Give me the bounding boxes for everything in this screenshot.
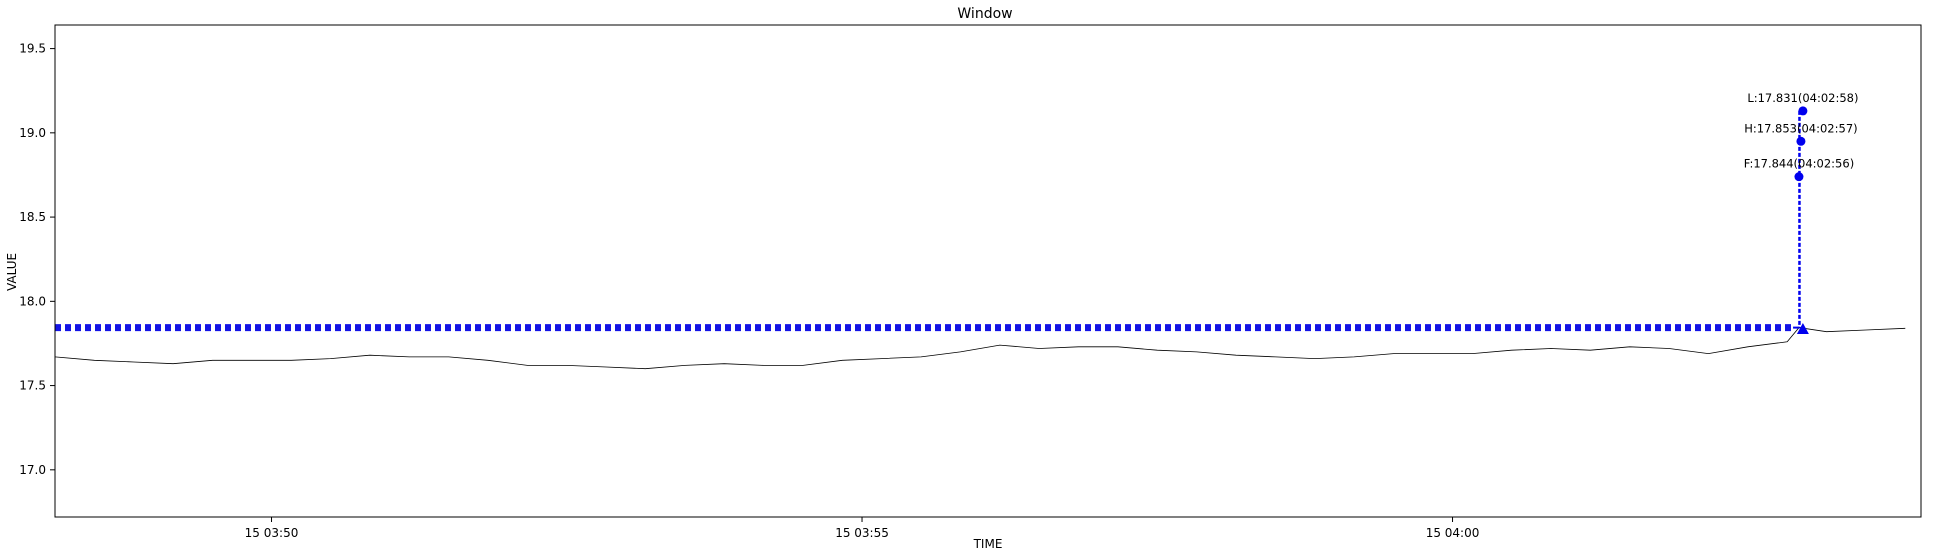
- plot-frame: [54, 24, 1922, 518]
- point-marker: [1796, 136, 1806, 146]
- y-tick-label: 17.5: [19, 379, 46, 393]
- point-marker: [1794, 172, 1804, 182]
- y-axis-title: VALUE: [5, 253, 19, 291]
- x-tick-label: 15 04:00: [1426, 526, 1480, 540]
- annotations: F:17.844(04:02:56) H:17.853(04:02:57) L:17…: [1744, 91, 1859, 171]
- y-tick-label: 18.5: [19, 210, 46, 224]
- x-tick-label: 15 03:50: [245, 526, 299, 540]
- y-axis: 17.0 17.5 18.0 18.5 19.0 19.5: [19, 42, 55, 477]
- point-label: L:17.831(04:02:58): [1747, 91, 1858, 105]
- plot-area: [54, 106, 1906, 370]
- series-line: [54, 327, 1906, 370]
- point-label: F:17.844(04:02:56): [1744, 157, 1854, 171]
- y-tick-label: 18.0: [19, 294, 46, 308]
- y-tick-label: 19.5: [19, 42, 46, 56]
- point-label: H:17.853(04:02:57): [1744, 121, 1857, 135]
- y-tick-label: 17.0: [19, 463, 46, 477]
- x-axis-title: TIME: [973, 537, 1003, 551]
- triangle-marker: [1796, 322, 1809, 334]
- x-tick-label: 15 03:55: [835, 526, 889, 540]
- point-marker: [1798, 106, 1808, 116]
- chart-title: Window: [957, 6, 1012, 22]
- y-tick-label: 19.0: [19, 126, 46, 140]
- x-axis: 15 03:50 15 03:55 15 04:00: [245, 517, 1480, 540]
